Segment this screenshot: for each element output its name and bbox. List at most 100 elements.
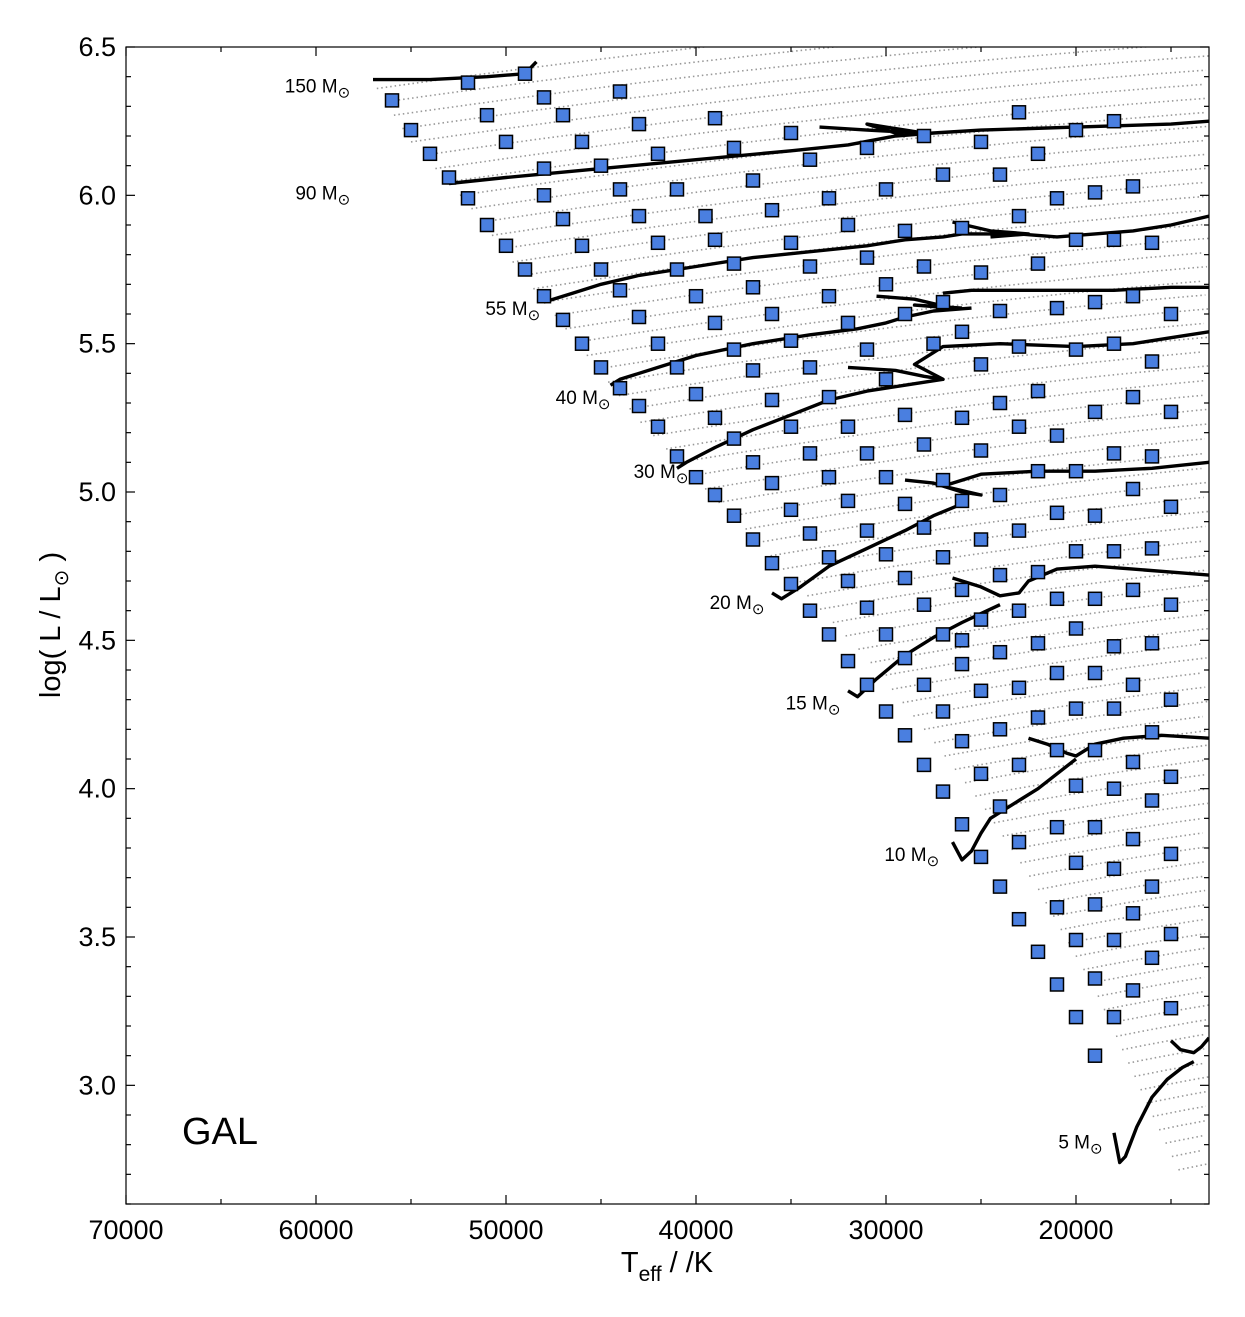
model-grid-point xyxy=(479,107,495,123)
isochrone-dotted-line xyxy=(984,773,1206,811)
model-grid-point xyxy=(1068,122,1084,138)
model-grid-point xyxy=(688,386,704,402)
model-grid-point xyxy=(897,570,913,586)
model-grid-point xyxy=(555,211,571,227)
model-grid-point xyxy=(612,283,628,298)
isochrone-dotted-line xyxy=(653,365,1209,437)
y-axis-title: log( L / L⊙ ) xyxy=(35,552,73,698)
model-grid-point xyxy=(783,333,799,348)
track-mass-labels-layer: 150 M⊙ 90 M⊙ 55 M⊙ 40 M⊙ 30 M⊙ 20 M⊙ 15 M⊙ 10 M… xyxy=(285,77,1103,1158)
model-grid-point xyxy=(384,93,400,108)
model-grid-point xyxy=(1049,191,1065,206)
model-grid-point xyxy=(669,262,685,277)
model-grid-point xyxy=(1125,582,1141,598)
isochrone-dotted-line xyxy=(1146,1090,1208,1104)
model-grid-point xyxy=(1068,232,1084,248)
model-grid-point xyxy=(1068,778,1084,793)
model-grid-point xyxy=(926,336,941,351)
model-grid-point xyxy=(859,250,875,265)
isochrone-dotted-line xyxy=(770,496,1204,557)
model-grid-point xyxy=(973,766,989,782)
model-grid-point xyxy=(992,167,1008,182)
model-grid-point xyxy=(821,389,837,405)
model-grid-point xyxy=(1106,1009,1122,1025)
model-grid-point xyxy=(441,170,457,185)
isochrone-dotted-line xyxy=(1037,860,1206,891)
model-grid-point xyxy=(422,146,438,162)
model-grid-point xyxy=(783,235,799,251)
model-grid-point xyxy=(1030,256,1046,271)
model-grid-point xyxy=(1106,446,1122,461)
evolutionary-track-5 xyxy=(1112,1060,1195,1165)
model-grid-point xyxy=(555,107,571,123)
model-grid-point xyxy=(973,683,989,699)
model-grid-point xyxy=(878,372,894,387)
evolutionary-track-55-loop xyxy=(952,220,1031,239)
model-grid-point xyxy=(669,360,685,375)
isochrone-dotted-line xyxy=(1097,976,1205,998)
model-grid-point xyxy=(973,134,989,150)
model-grid-point xyxy=(669,449,685,464)
model-grid-point xyxy=(859,446,875,461)
model-grid-point xyxy=(1049,742,1065,758)
model-grid-point xyxy=(612,182,628,197)
model-grid-point xyxy=(593,158,609,173)
model-grid-point xyxy=(878,627,894,642)
isochrone-dotted-line xyxy=(1068,918,1206,944)
model-grid-point xyxy=(650,419,666,434)
model-grid-point xyxy=(802,152,818,167)
model-grid-point xyxy=(574,238,590,254)
model-grid-point xyxy=(897,728,913,743)
isochrone-dotted-line xyxy=(731,452,1204,517)
track-mass-label: 40 M⊙ xyxy=(556,388,611,413)
isochrone-dotted-line xyxy=(964,744,1209,784)
model-grid-point xyxy=(1163,597,1179,612)
model-grid-point xyxy=(1068,1009,1084,1025)
y-tick-label: 4.5 xyxy=(78,625,116,655)
model-grid-point xyxy=(1087,404,1103,420)
isochrone-dotted-line xyxy=(782,510,1209,570)
y-axis-title-close: ) xyxy=(35,552,67,570)
model-grid-point xyxy=(916,128,932,144)
model-grid-point xyxy=(612,380,628,396)
isochrone-dotted-line xyxy=(393,47,988,116)
model-grid-point xyxy=(840,419,856,434)
model-grid-point xyxy=(821,627,837,642)
model-grid-point xyxy=(954,633,970,648)
isochrone-dotted-line xyxy=(402,47,1154,130)
model-grid-point xyxy=(783,576,799,592)
model-grid-point xyxy=(878,277,894,292)
y-tick-label: 5.0 xyxy=(78,477,116,507)
model-grid-point xyxy=(954,324,970,340)
evolutionary-track-20-loop xyxy=(904,460,1209,497)
track-mass-label: 10 M⊙ xyxy=(884,845,939,870)
model-grid-point xyxy=(916,259,932,274)
model-grid-point xyxy=(555,312,571,328)
model-grid-point xyxy=(878,469,894,485)
model-grid-point xyxy=(992,303,1008,319)
model-grid-point xyxy=(1125,677,1141,693)
isochrone-dotted-line xyxy=(891,642,1204,691)
model-grid-point xyxy=(1087,971,1103,986)
model-grid-point xyxy=(897,306,913,322)
model-grid-point xyxy=(764,555,780,571)
model-grid-point xyxy=(1049,900,1065,915)
model-grid-point xyxy=(688,469,704,485)
model-grid-point xyxy=(840,493,856,509)
model-grid-point xyxy=(1163,404,1179,420)
model-grid-point xyxy=(935,550,951,565)
model-grid-point xyxy=(1068,342,1084,357)
isochrone-dotted-line xyxy=(819,554,1208,610)
model-grid-point xyxy=(859,140,875,156)
model-grid-point xyxy=(1068,701,1084,716)
model-grid-point xyxy=(726,256,742,271)
model-grid-point xyxy=(764,475,780,491)
model-grid-point xyxy=(688,288,704,304)
panel-label: GAL xyxy=(182,1111,258,1153)
model-grid-point xyxy=(992,395,1008,411)
model-grid-point xyxy=(802,446,818,461)
model-grid-point xyxy=(1125,481,1141,497)
model-grid-point xyxy=(973,849,989,865)
model-grid-point xyxy=(954,817,970,832)
